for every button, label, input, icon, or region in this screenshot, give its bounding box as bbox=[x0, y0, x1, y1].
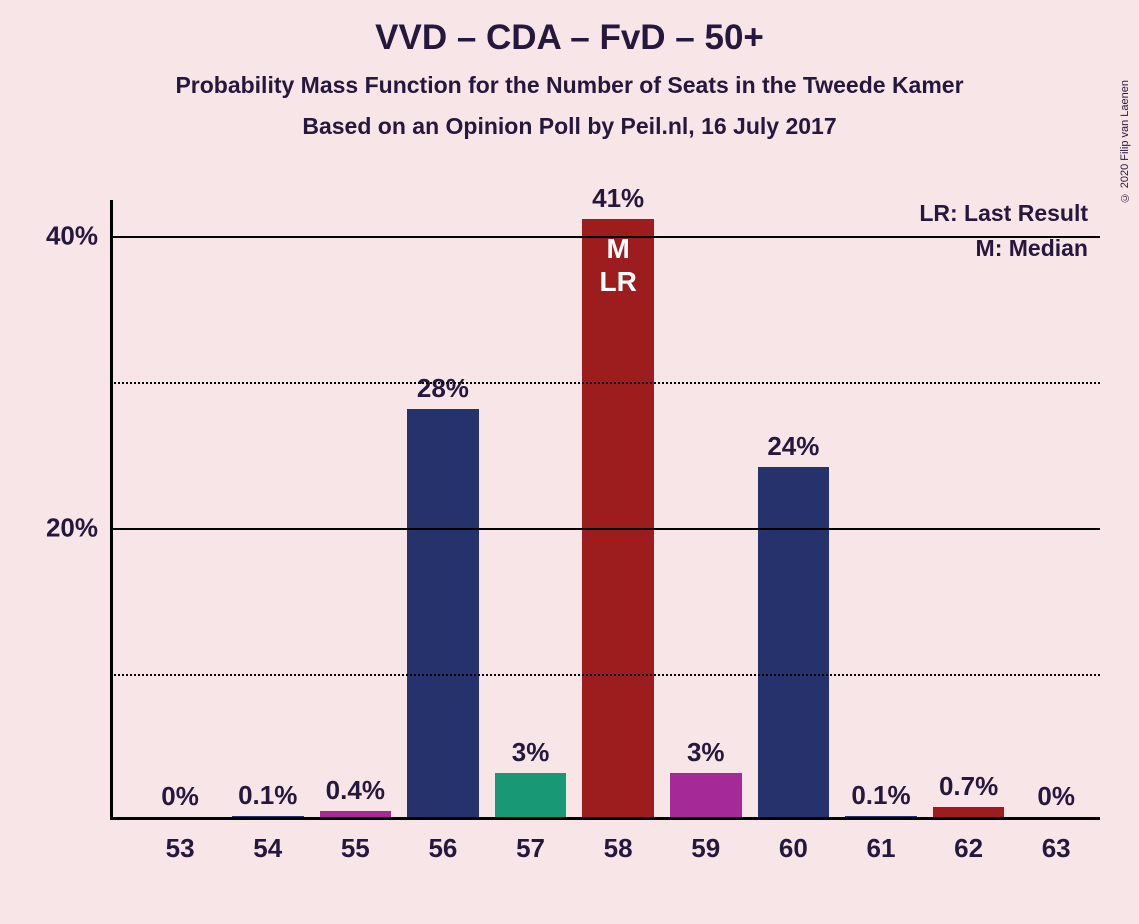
bar-slot: 0.7%62 bbox=[925, 200, 1013, 820]
bar bbox=[845, 816, 917, 817]
chart-container: VVD – CDA – FvD – 50+ Probability Mass F… bbox=[0, 0, 1139, 924]
bar-slot: 28%56 bbox=[399, 200, 487, 820]
y-tick-label: 40% bbox=[38, 221, 98, 252]
bar-value-label: 28% bbox=[399, 373, 487, 404]
bar-value-label: 24% bbox=[750, 431, 838, 462]
chart-title: VVD – CDA – FvD – 50+ bbox=[0, 0, 1139, 58]
y-tick-label: 20% bbox=[38, 513, 98, 544]
chart-subtitle-2: Based on an Opinion Poll by Peil.nl, 16 … bbox=[0, 113, 1139, 140]
x-tick-label: 59 bbox=[662, 833, 750, 864]
bar bbox=[670, 773, 742, 817]
bar-annotation: MLR bbox=[574, 232, 662, 299]
chart-subtitle-1: Probability Mass Function for the Number… bbox=[0, 72, 1139, 99]
x-tick-label: 56 bbox=[399, 833, 487, 864]
grid-major bbox=[110, 236, 1100, 238]
bar-value-label: 0% bbox=[136, 781, 224, 812]
x-tick-label: 55 bbox=[312, 833, 400, 864]
bar-slot: 3%59 bbox=[662, 200, 750, 820]
bar bbox=[582, 219, 654, 817]
bar-slot: 0%63 bbox=[1012, 200, 1100, 820]
grid-major bbox=[110, 528, 1100, 530]
bar-value-label: 3% bbox=[662, 737, 750, 768]
bar-slot: 0.1%61 bbox=[837, 200, 925, 820]
x-tick-label: 57 bbox=[487, 833, 575, 864]
x-tick-label: 58 bbox=[574, 833, 662, 864]
bar-slot: 24%60 bbox=[750, 200, 838, 820]
bar bbox=[495, 773, 567, 817]
bar bbox=[758, 467, 830, 817]
bar-slot: 0%53 bbox=[136, 200, 224, 820]
plot-area: LR: Last Result M: Median 0%530.1%540.4%… bbox=[110, 200, 1100, 820]
bar-slot: 3%57 bbox=[487, 200, 575, 820]
x-tick-label: 53 bbox=[136, 833, 224, 864]
bars-layer: 0%530.1%540.4%5528%563%5741%MLR583%5924%… bbox=[110, 200, 1100, 820]
bar-value-label: 0.1% bbox=[837, 780, 925, 811]
bar-value-label: 3% bbox=[487, 737, 575, 768]
bar-value-label: 41% bbox=[574, 183, 662, 214]
bar bbox=[232, 816, 304, 817]
bar-value-label: 0% bbox=[1012, 781, 1100, 812]
bar bbox=[320, 811, 392, 817]
bar-value-label: 0.1% bbox=[224, 780, 312, 811]
bar-value-label: 0.4% bbox=[312, 775, 400, 806]
x-tick-label: 54 bbox=[224, 833, 312, 864]
x-tick-label: 63 bbox=[1012, 833, 1100, 864]
x-tick-label: 60 bbox=[750, 833, 838, 864]
grid-minor bbox=[110, 382, 1100, 384]
copyright-text: © 2020 Filip van Laenen bbox=[1119, 80, 1131, 203]
x-tick-label: 61 bbox=[837, 833, 925, 864]
bar-slot: 0.1%54 bbox=[224, 200, 312, 820]
bar bbox=[933, 807, 1005, 817]
grid-minor bbox=[110, 674, 1100, 676]
x-tick-label: 62 bbox=[925, 833, 1013, 864]
bar-slot: 41%MLR58 bbox=[574, 200, 662, 820]
bar-slot: 0.4%55 bbox=[312, 200, 400, 820]
bar bbox=[407, 409, 479, 817]
bar-value-label: 0.7% bbox=[925, 771, 1013, 802]
